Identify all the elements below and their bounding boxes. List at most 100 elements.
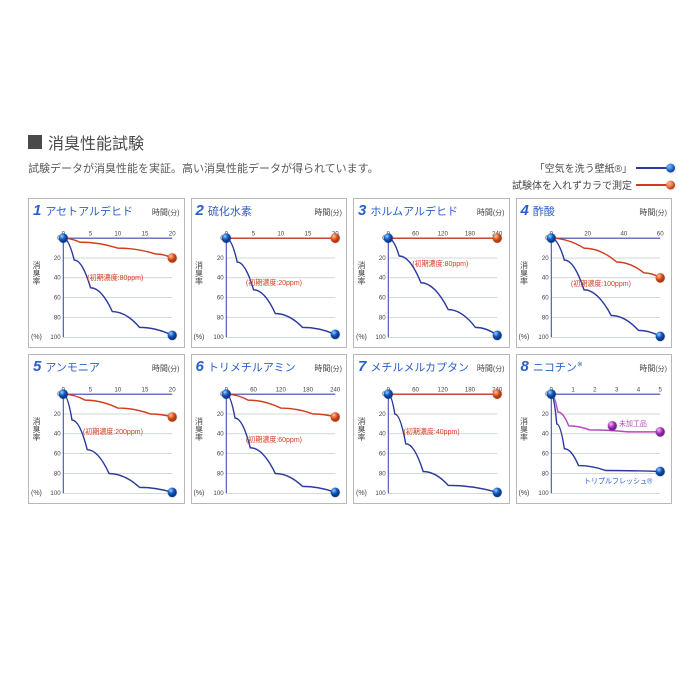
svg-text:100: 100 <box>213 490 224 497</box>
y-axis-label: 消臭率 <box>31 417 42 441</box>
svg-text:10: 10 <box>277 230 284 237</box>
svg-text:1: 1 <box>571 386 575 393</box>
svg-text:60: 60 <box>54 450 61 457</box>
y-axis-label: 消臭率 <box>356 261 367 285</box>
chart-panel: 1アセトアルデヒド 時間(分)消臭率(%) 051015200204060801… <box>28 198 185 348</box>
svg-text:40: 40 <box>54 275 61 282</box>
y-axis-label: 消臭率 <box>31 261 42 285</box>
plot-area: 0204060020406080100(初期濃度:100ppm) <box>539 229 666 341</box>
panel-title: アンモニア <box>45 362 100 374</box>
svg-text:4: 4 <box>636 386 640 393</box>
panel-number: 2 <box>196 202 204 219</box>
svg-text:3: 3 <box>614 386 618 393</box>
svg-text:40: 40 <box>541 431 548 438</box>
svg-text:60: 60 <box>412 386 419 393</box>
panel-title: アセトアルデヒド <box>45 206 133 218</box>
svg-text:180: 180 <box>302 386 313 393</box>
y-axis-unit: (%) <box>519 334 530 341</box>
chart-panel: 2硫化水素 時間(分)消臭率(%) 05101520020406080100(初… <box>191 198 348 348</box>
svg-text:60: 60 <box>412 230 419 237</box>
panel-title: ホルムアルデヒド <box>370 206 458 218</box>
panel-number: 3 <box>358 202 366 219</box>
panel-title: 酢酸 <box>533 206 555 218</box>
svg-text:(初期濃度:40ppm): (初期濃度:40ppm) <box>404 427 460 436</box>
svg-text:180: 180 <box>465 230 476 237</box>
section-title-text: 消臭性能試験 <box>48 130 144 154</box>
svg-text:60: 60 <box>541 450 548 457</box>
svg-text:15: 15 <box>142 230 149 237</box>
svg-text:40: 40 <box>379 431 386 438</box>
svg-text:5: 5 <box>251 230 255 237</box>
panel-number: 7 <box>358 358 366 375</box>
y-axis-unit: (%) <box>356 490 367 497</box>
svg-text:100: 100 <box>375 334 386 341</box>
svg-text:60: 60 <box>656 230 663 237</box>
x-axis-label: 時間(分) <box>639 363 667 374</box>
svg-text:(初期濃度:20ppm): (初期濃度:20ppm) <box>245 278 301 287</box>
legend-blue-dot-icon <box>666 163 675 172</box>
svg-text:100: 100 <box>375 490 386 497</box>
svg-text:20: 20 <box>54 411 61 418</box>
svg-text:80: 80 <box>541 314 548 321</box>
svg-text:40: 40 <box>379 275 386 282</box>
svg-text:10: 10 <box>114 230 121 237</box>
svg-text:15: 15 <box>142 386 149 393</box>
x-axis-label: 時間(分) <box>639 207 667 218</box>
chart-panel: 5アンモニア 時間(分)消臭率(%) 05101520020406080100(… <box>28 354 185 504</box>
section-title: 消臭性能試験 <box>28 130 672 154</box>
y-axis-unit: (%) <box>31 334 42 341</box>
y-axis-unit: (%) <box>194 490 205 497</box>
y-axis-unit: (%) <box>31 490 42 497</box>
panel-title: ニコチン※ <box>533 362 583 374</box>
legend-red-dot-icon <box>666 180 675 189</box>
chart-grid: 1アセトアルデヒド 時間(分)消臭率(%) 051015200204060801… <box>28 198 672 504</box>
panel-number: 4 <box>521 202 529 219</box>
section-subtitle: 試験データが消臭性能を実証。高い消臭性能データが得られています。 <box>28 160 379 176</box>
x-axis-label: 時間(分) <box>477 363 505 374</box>
y-axis-label: 消臭率 <box>194 417 205 441</box>
svg-text:20: 20 <box>216 255 223 262</box>
svg-text:20: 20 <box>169 230 176 237</box>
legend-red-line <box>636 184 672 186</box>
legend-blue-label: 「空気を洗う壁紙®」 <box>535 160 632 175</box>
svg-text:40: 40 <box>54 431 61 438</box>
x-axis-label: 時間(分) <box>314 363 342 374</box>
panel-number: 6 <box>196 358 204 375</box>
y-axis-label: 消臭率 <box>519 261 530 285</box>
svg-text:20: 20 <box>169 386 176 393</box>
svg-text:80: 80 <box>216 314 223 321</box>
panel-title: 硫化水素 <box>208 206 252 218</box>
plot-area: 05101520020406080100(初期濃度:200ppm) <box>51 385 178 497</box>
svg-text:5: 5 <box>89 386 93 393</box>
svg-text:10: 10 <box>114 386 121 393</box>
svg-text:20: 20 <box>379 255 386 262</box>
x-axis-label: 時間(分) <box>314 207 342 218</box>
plot-area: 05101520020406080100(初期濃度:80ppm) <box>51 229 178 341</box>
svg-text:20: 20 <box>54 255 61 262</box>
svg-text:5: 5 <box>658 386 662 393</box>
svg-text:80: 80 <box>379 314 386 321</box>
svg-text:100: 100 <box>50 334 61 341</box>
svg-text:120: 120 <box>275 386 286 393</box>
x-axis-label: 時間(分) <box>152 207 180 218</box>
chart-panel: 6トリメチルアミン 時間(分)消臭率(%) 060120180240020406… <box>191 354 348 504</box>
y-axis-unit: (%) <box>519 490 530 497</box>
chart-panel: 8ニコチン※ 時間(分)消臭率(%) 012345020406080100未加工… <box>516 354 673 504</box>
svg-text:100: 100 <box>50 490 61 497</box>
svg-text:(初期濃度:100ppm): (初期濃度:100ppm) <box>570 279 630 288</box>
plot-area: 012345020406080100未加工品トリプルフレッシュ® <box>539 385 666 497</box>
legend: 「空気を洗う壁紙®」 試験体を入れずカラで測定 <box>512 160 672 194</box>
svg-text:40: 40 <box>216 275 223 282</box>
svg-text:(初期濃度:200ppm): (初期濃度:200ppm) <box>83 427 143 436</box>
svg-text:240: 240 <box>330 386 341 393</box>
chart-panel: 4酢酸 時間(分)消臭率(%) 0204060020406080100(初期濃度… <box>516 198 673 348</box>
svg-text:60: 60 <box>250 386 257 393</box>
panel-title: トリメチルアミン <box>208 362 296 374</box>
svg-text:80: 80 <box>541 470 548 477</box>
x-axis-label: 時間(分) <box>152 363 180 374</box>
plot-area: 060120180240020406080100(初期濃度:60ppm) <box>214 385 341 497</box>
svg-text:60: 60 <box>54 294 61 301</box>
legend-blue-line <box>636 167 672 169</box>
svg-text:未加工品: 未加工品 <box>618 419 646 428</box>
svg-text:20: 20 <box>379 411 386 418</box>
